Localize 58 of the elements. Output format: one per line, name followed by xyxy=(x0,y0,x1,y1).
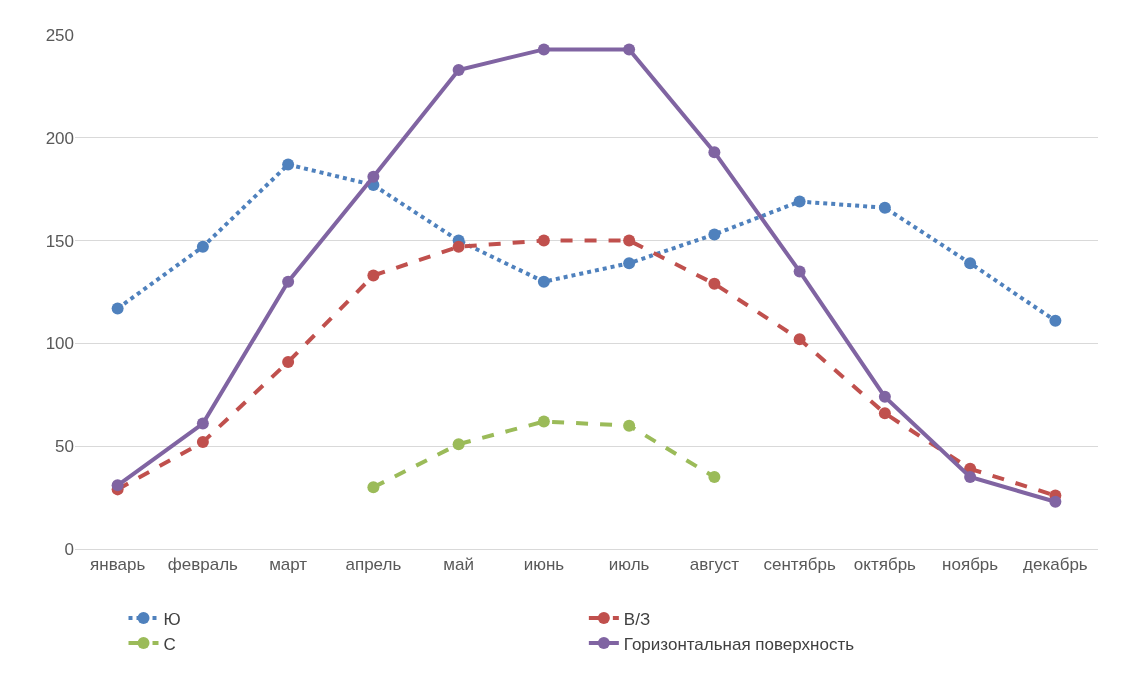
point xyxy=(196,417,209,430)
x-tick-label: февраль xyxy=(167,555,239,575)
point xyxy=(452,240,465,253)
point xyxy=(282,158,295,171)
point xyxy=(111,302,124,315)
point xyxy=(878,390,891,403)
point xyxy=(708,228,721,241)
point xyxy=(793,195,806,208)
y-tick-label: 150 xyxy=(45,231,74,251)
legend-label: В/З xyxy=(623,609,651,629)
point xyxy=(793,265,806,278)
y-tick-label: 50 xyxy=(55,437,74,457)
legend-label: С xyxy=(163,634,176,654)
x-tick-label: июнь xyxy=(523,555,565,575)
y-tick-label: 250 xyxy=(45,25,74,45)
point xyxy=(623,43,636,56)
x-tick-label: ноябрь xyxy=(942,555,999,575)
point xyxy=(623,257,636,270)
point xyxy=(878,201,891,214)
point xyxy=(1049,314,1062,327)
x-tick-label: апрель xyxy=(345,555,402,575)
point xyxy=(537,43,550,56)
point xyxy=(708,146,721,159)
point xyxy=(623,419,636,432)
legend-label: Ю xyxy=(163,609,181,629)
point xyxy=(367,269,380,282)
x-tick-label: октябрь xyxy=(853,555,917,575)
point xyxy=(282,355,295,368)
x-tick-label: май xyxy=(443,555,474,575)
point xyxy=(537,234,550,247)
point xyxy=(196,436,209,449)
y-tick-label: 100 xyxy=(45,334,74,354)
point xyxy=(708,277,721,290)
point xyxy=(196,240,209,253)
point xyxy=(623,234,636,247)
point xyxy=(537,275,550,288)
point xyxy=(452,63,465,76)
point xyxy=(964,471,977,484)
point xyxy=(793,333,806,346)
point xyxy=(878,407,891,420)
point xyxy=(282,275,295,288)
y-tick-label: 200 xyxy=(45,128,74,148)
x-tick-label: сентябрь xyxy=(763,555,836,575)
point xyxy=(537,415,550,428)
point xyxy=(367,170,380,183)
point xyxy=(964,257,977,270)
x-tick-label: август xyxy=(689,555,740,575)
legend-label: Горизонтальная поверхность xyxy=(623,634,855,654)
y-tick-label: 0 xyxy=(64,539,74,559)
point xyxy=(1049,495,1062,508)
x-tick-label: март xyxy=(269,555,308,575)
x-tick-label: июль xyxy=(608,555,650,575)
point xyxy=(367,481,380,494)
point xyxy=(708,471,721,484)
point xyxy=(111,479,124,492)
point xyxy=(452,438,465,451)
x-tick-label: декабрь xyxy=(1023,555,1088,575)
x-tick-label: январь xyxy=(90,555,146,575)
